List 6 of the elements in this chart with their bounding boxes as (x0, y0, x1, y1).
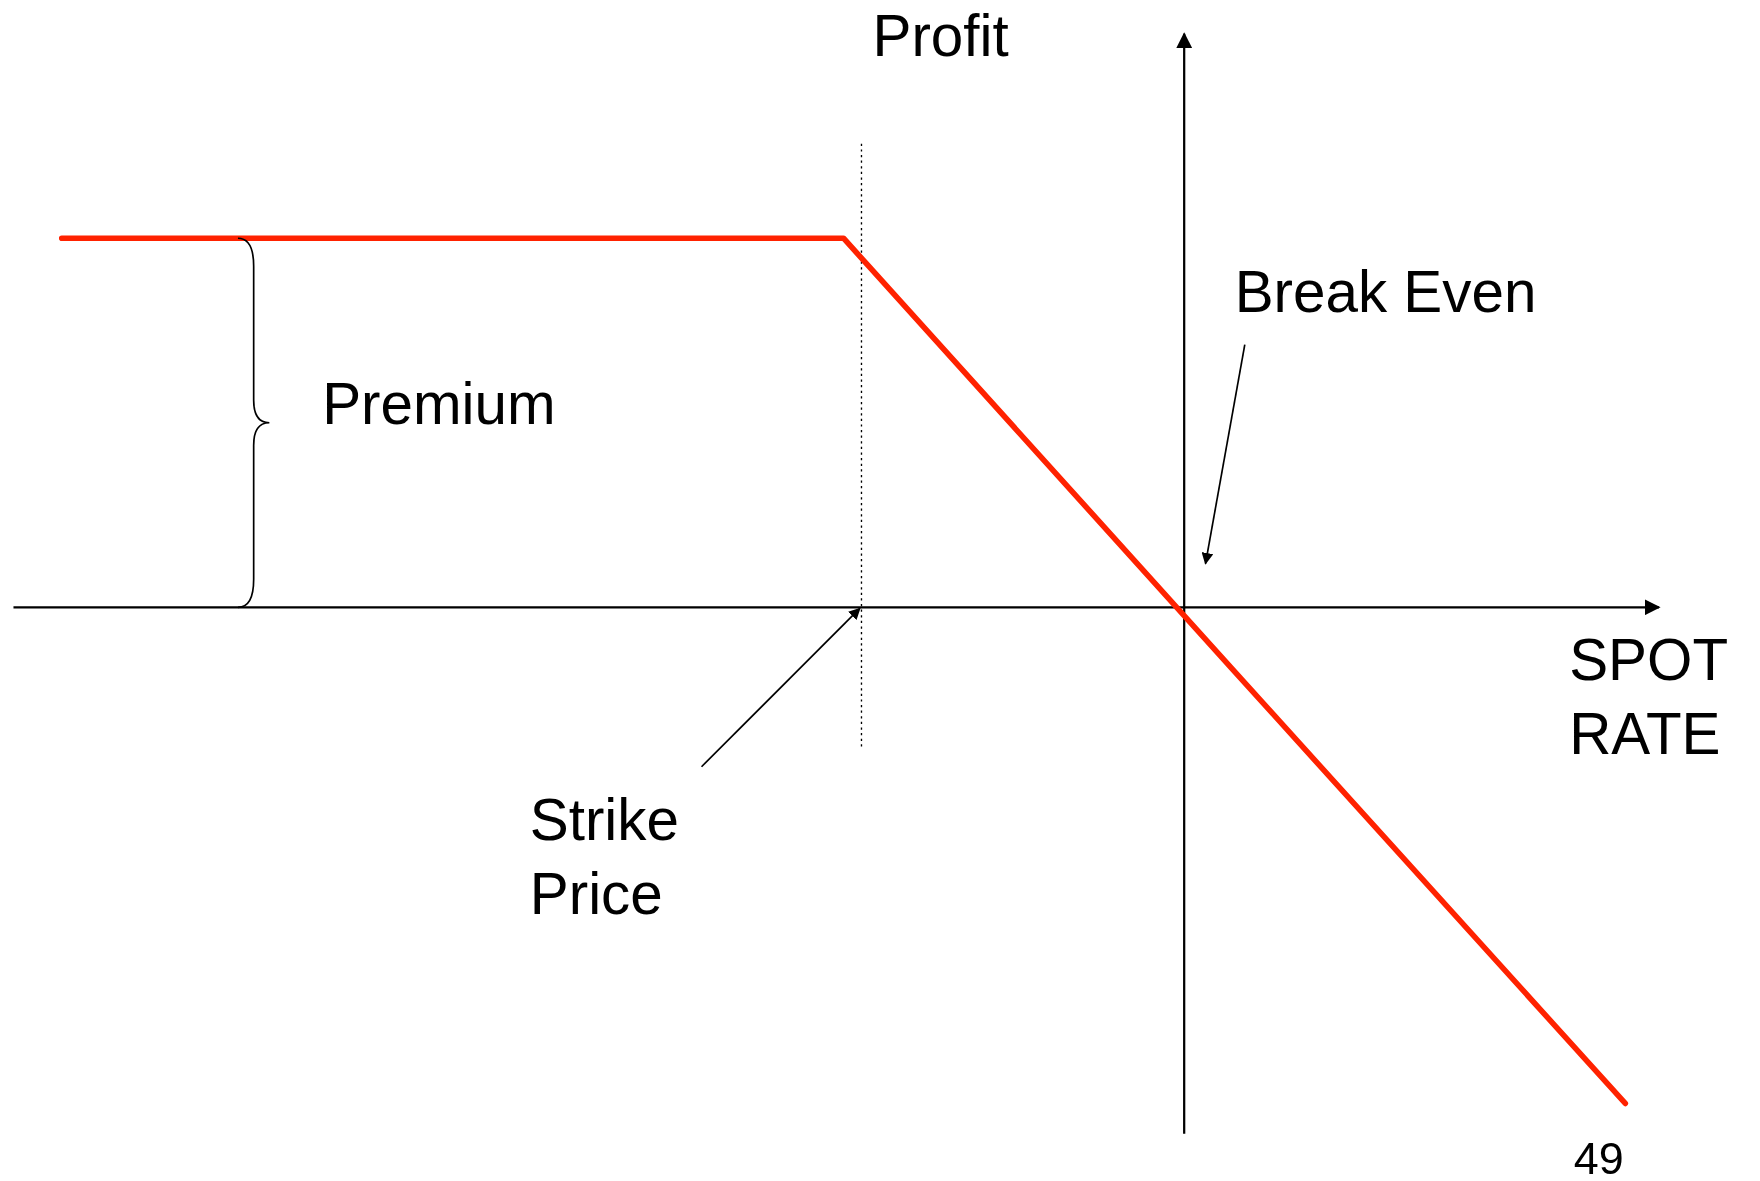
x-axis-title: SPOT RATE (1569, 627, 1729, 767)
text: 49 (1573, 1133, 1624, 1181)
y-axis-title: Profit (872, 3, 1009, 69)
annotation: Premium (322, 371, 556, 437)
annotation: Strike Price (529, 786, 679, 926)
annotation: Break Even (1234, 259, 1537, 325)
